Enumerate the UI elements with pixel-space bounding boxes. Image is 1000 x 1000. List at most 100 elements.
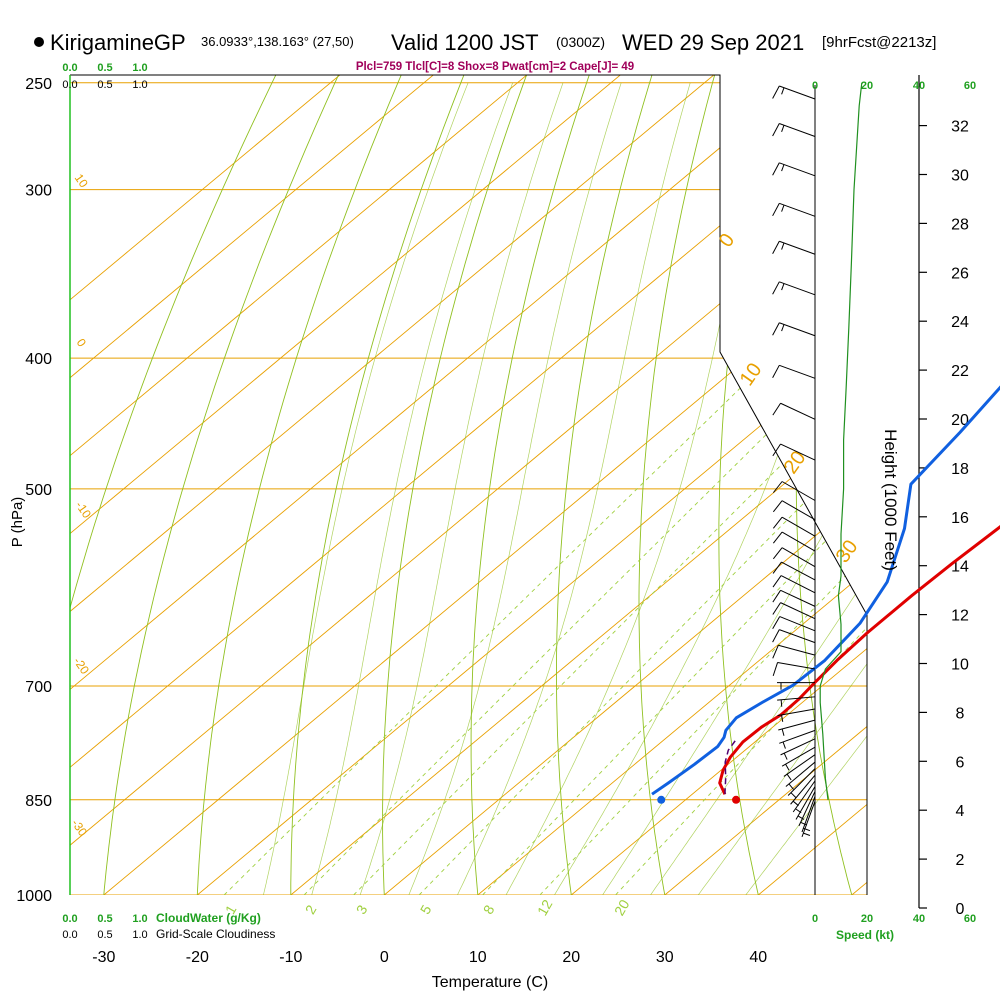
isotherm-label: 30 [832,536,863,567]
wind-barbs [772,85,816,838]
wind-barb-staff [781,516,816,537]
sounding-indices: Plcl=759 Tlcl[C]=8 Shox=8 Pwat[cm]=2 Cap… [356,61,634,73]
wind-barb [801,800,816,838]
mixing-ratio-label: 20 [611,897,633,919]
x-tick-label: 0 [380,949,389,966]
wind-barb-flag [772,561,782,574]
p-tick-label: 400 [25,351,52,368]
surface-temperature-point [732,795,741,804]
cloud-water-label: CloudWater (g/Kg) [156,911,261,925]
moist-adiabat-line [443,82,691,895]
wind-barb-half-flag [783,752,788,760]
wind-barb-half-flag [781,283,785,291]
isotherm-line [70,75,867,895]
wind-barb-staff [779,162,816,177]
wind-barb-flag [772,365,780,379]
x-tick-label: 30 [656,949,674,966]
height-tick-label: 16 [951,510,969,527]
wind-barb-staff [785,761,816,787]
height-tick-label: 8 [956,705,965,722]
wind-barb-half-flag [781,324,785,332]
wind-barb-half-flag [785,763,790,771]
wind-barb-flag [772,616,781,630]
cloudiness-tick-top: 0.0 [62,79,77,91]
dry-adiabat-line [195,75,457,895]
wind-barb-staff [801,800,816,838]
wind-barb [772,162,816,177]
isotherm-line [103,75,867,895]
wind-barb-flag [772,662,779,677]
wind-barb-flag [772,203,780,217]
wind-barb-staff [779,616,816,632]
wind-barb [772,202,816,217]
x-axis-title: Temperature (C) [432,974,548,991]
wind-barb-staff [777,661,816,670]
wind-barb [783,754,816,781]
wind-barb-staff [781,746,816,767]
p-tick-label: 300 [25,183,52,200]
wind-barb [772,443,816,461]
wind-barb-flag [772,602,781,615]
moist-adiabat-line [723,82,867,895]
p-tick-label: 850 [25,793,52,810]
wind-barb-staff [780,602,816,620]
wind-barb-half-flag [781,125,785,132]
wind-barb-staff [783,754,816,777]
isotherm-line [384,75,867,895]
isotherm-label: -10 [73,499,95,522]
mixing-ratio-label: 5 [417,902,435,917]
moist-adiabat-line [349,82,564,895]
wind-barb-flag [772,516,783,529]
wind-barb-flag [772,547,783,560]
wind-barb-flag [772,531,783,544]
mixing-ratio-label: 12 [534,897,556,919]
station-coords: 36.0933°,138.163° (27,50) [201,34,354,49]
wind-barb [785,761,816,790]
wind-barb-staff [779,240,816,255]
wind-barb-flag [772,575,782,588]
wind-barb [772,85,816,100]
height-tick-label: 32 [951,119,969,136]
wind-barb-staff [779,85,816,100]
wind-barb-staff [781,500,816,521]
speed-tick-bottom: 0 [812,913,818,925]
wind-barb [777,696,816,707]
isotherm-line [70,75,867,895]
wind-barb-staff [780,738,816,756]
wind-barb-staff [781,481,816,501]
wind-barb [772,531,816,552]
isotherm-line [70,75,867,895]
height-tick-label: 6 [956,754,965,771]
wind-barb [772,322,816,337]
wind-barb [772,616,816,632]
wind-barb [792,780,816,814]
wind-barb-staff [779,629,816,644]
wind-barb-staff [779,729,816,744]
parcel-path-line [724,737,738,795]
x-tick-label: -10 [279,949,302,966]
wind-barb [772,561,816,581]
moist-adiabat-line [489,82,775,895]
wind-barb-staff [779,364,816,379]
isotherm-line [70,75,867,895]
cloudiness-tick-top: 1.0 [132,79,147,91]
isotherm-label: 10 [736,359,767,390]
wind-barb-flag [772,645,779,659]
height-tick-label: 2 [956,852,965,869]
wind-barb [772,364,816,379]
wind-barb-staff [787,768,816,796]
wind-barb-staff [777,708,816,717]
wind-barb-half-flag [781,164,785,172]
plot-area [70,75,867,895]
cloudiness-tick-bottom: 0.0 [62,929,77,941]
wind-barb [772,575,816,594]
height-tick-label: 20 [951,412,969,429]
wind-barb-staff [790,774,816,805]
isotherm-line [70,75,867,895]
wind-barb [781,746,816,771]
mixing-ratio-line [223,357,772,895]
height-tick-label: 18 [951,461,969,478]
height-tick-label: 14 [951,559,969,576]
moist-adiabat-line [256,82,469,895]
wind-barb [772,644,816,659]
